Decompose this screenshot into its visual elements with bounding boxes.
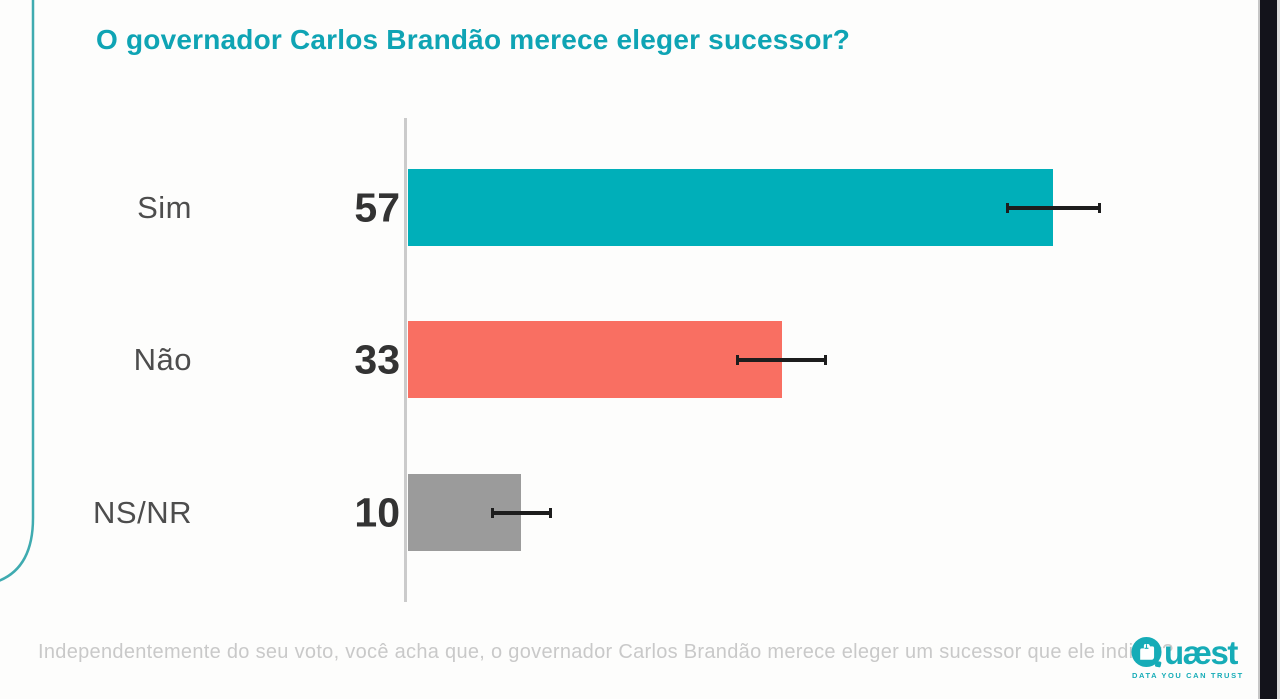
value-label: 33 (354, 336, 400, 382)
category-label: Sim (137, 189, 192, 225)
quaest-logo-mark-icon (1131, 636, 1162, 668)
value-label: 10 (354, 489, 400, 535)
bar-sim (408, 169, 1054, 246)
category-label: NS/NR (93, 494, 192, 530)
quaest-tagline: DATA YOU CAN TRUST (1132, 671, 1244, 680)
question-footnote: Independentemente do seu voto, você acha… (38, 641, 1174, 663)
quaest-wordmark: uæst (1164, 634, 1238, 671)
error-bar (736, 354, 827, 365)
window-edge-dark-strip (1260, 0, 1277, 699)
page-title: O governador Carlos Brandão merece elege… (96, 24, 851, 55)
category-label: Não (133, 341, 192, 377)
error-bar (490, 507, 552, 518)
chart-row-nsnr: NS/NR 10 (0, 474, 1280, 551)
bar-nao (408, 321, 782, 398)
error-bar (1005, 202, 1101, 213)
value-label: 57 (354, 184, 400, 230)
quaest-logo: uæst DATA YOU CAN TRUST (1130, 636, 1248, 680)
chart-row-nao: Não 33 (0, 321, 1280, 398)
window-edge-divider (1258, 0, 1260, 699)
axis-baseline (404, 118, 407, 602)
chart-row-sim: Sim 57 (0, 169, 1280, 246)
window-edge-light-strip (1277, 0, 1280, 699)
